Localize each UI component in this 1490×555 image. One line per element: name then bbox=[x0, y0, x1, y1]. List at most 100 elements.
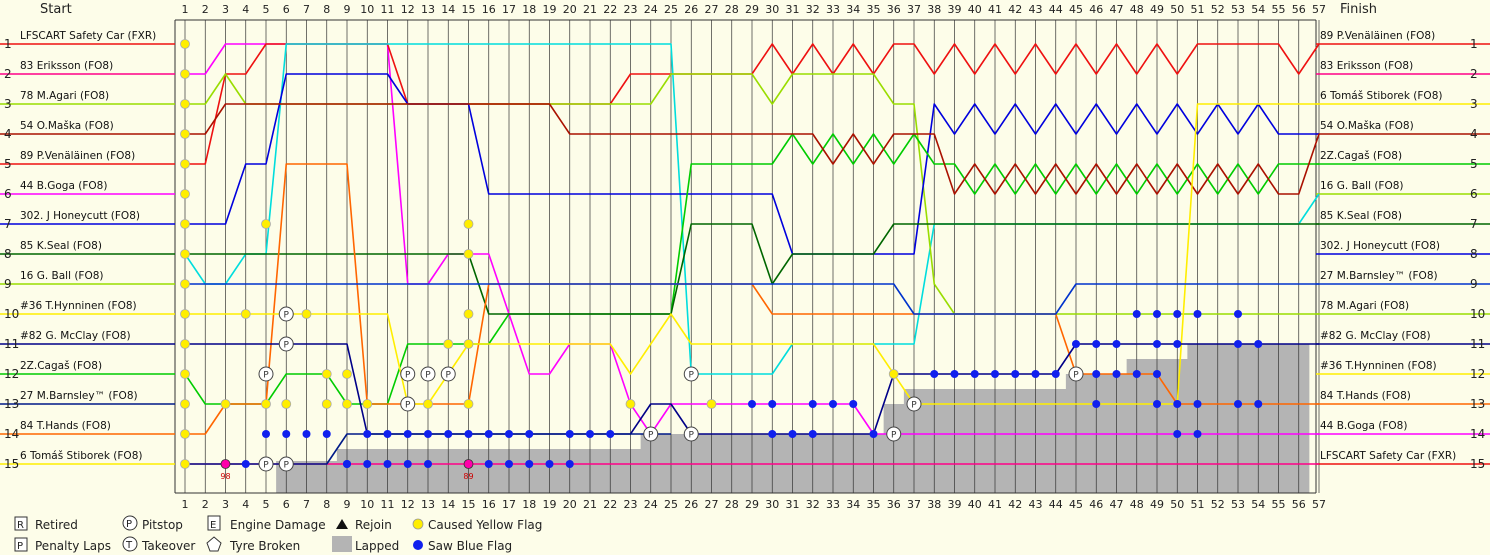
lap-label-bottom: 22 bbox=[603, 498, 617, 511]
position-number-left: 10 bbox=[4, 307, 19, 321]
lap-label-bottom: 47 bbox=[1110, 498, 1124, 511]
lap-label-top: 3 bbox=[222, 3, 229, 16]
yellow-flag-marker bbox=[180, 39, 190, 49]
blue-flag-marker bbox=[1031, 370, 1040, 378]
penalty-marker-label: 89 bbox=[463, 472, 473, 481]
blue-flag-marker bbox=[302, 430, 311, 438]
pitstop-icon bbox=[122, 515, 138, 531]
lap-label-top: 32 bbox=[806, 3, 820, 16]
pitstop-marker-label: P bbox=[911, 401, 917, 411]
lap-label-bottom: 50 bbox=[1170, 498, 1184, 511]
blue-flag-marker bbox=[1153, 400, 1161, 408]
blue-flag-marker bbox=[586, 430, 594, 438]
lap-label-top: 13 bbox=[421, 3, 435, 16]
lap-label-top: 37 bbox=[907, 3, 921, 16]
lap-label-top: 1 bbox=[182, 3, 189, 16]
start-driver-label: 89 P.Venäläinen (FO8) bbox=[20, 150, 135, 162]
lap-label-top: 6 bbox=[283, 3, 290, 16]
legend: R Retired P Penalty Laps P Pitstop T Tak… bbox=[14, 515, 542, 553]
labels-layer: 1122334455667788991010111112121313141415… bbox=[4, 3, 1485, 511]
lap-label-top: 22 bbox=[603, 3, 617, 16]
pitstop-marker bbox=[886, 426, 902, 442]
svg-text:P: P bbox=[17, 541, 23, 552]
lap-label-bottom: 35 bbox=[867, 498, 881, 511]
blue-flag-marker bbox=[525, 430, 534, 438]
lap-label-bottom: 20 bbox=[563, 498, 577, 511]
position-line bbox=[185, 283, 1319, 315]
lap-label-bottom: 48 bbox=[1130, 498, 1144, 511]
lap-label-top: 31 bbox=[786, 3, 800, 16]
pitstop-marker bbox=[278, 306, 294, 322]
position-number-right: 8 bbox=[1470, 247, 1478, 261]
start-driver-label: 302. J Honeycutt (FO8) bbox=[20, 210, 140, 222]
lap-label-top: 27 bbox=[705, 3, 719, 16]
position-number-left: 13 bbox=[4, 397, 19, 411]
yellow-flag-marker bbox=[180, 339, 190, 349]
start-driver-label: 54 O.Maška (FO8) bbox=[20, 120, 114, 132]
blue-flag-marker bbox=[1193, 310, 1202, 318]
lap-label-bottom: 54 bbox=[1251, 498, 1265, 511]
start-driver-label: 84 T.Hands (FO8) bbox=[20, 420, 111, 432]
yellow-flag-marker bbox=[180, 159, 190, 169]
blue-flag-marker bbox=[950, 370, 959, 378]
lap-label-bottom: 28 bbox=[725, 498, 739, 511]
legend-pitstop: Pitstop bbox=[142, 518, 183, 532]
yellow-flag-marker bbox=[240, 309, 251, 319]
pitstop-marker bbox=[278, 336, 294, 352]
lap-label-top: 41 bbox=[988, 3, 1002, 16]
blue-flag-marker bbox=[241, 460, 250, 468]
blue-flag-marker bbox=[383, 430, 392, 438]
lap-label-top: 40 bbox=[968, 3, 982, 16]
blue-flag-marker bbox=[282, 430, 291, 438]
yellow-flag-marker bbox=[463, 249, 474, 259]
lap-label-top: 9 bbox=[344, 3, 351, 16]
yellow-flag-marker bbox=[220, 399, 231, 409]
blue-flag-marker bbox=[322, 430, 331, 438]
blue-flag-marker bbox=[930, 370, 939, 378]
lap-label-bottom: 57 bbox=[1312, 498, 1326, 511]
legend-saw-blue: Saw Blue Flag bbox=[428, 539, 512, 553]
position-number-left: 15 bbox=[4, 457, 19, 471]
lap-label-top: 35 bbox=[867, 3, 881, 16]
lap-label-bottom: 11 bbox=[381, 498, 395, 511]
yellow-flag-marker bbox=[321, 399, 332, 409]
yellow-flag-icon bbox=[412, 518, 424, 530]
blue-flag-marker bbox=[505, 460, 513, 468]
lap-label-bottom: 7 bbox=[303, 498, 310, 511]
takeover-icon bbox=[122, 536, 138, 552]
legend-takeover: Takeover bbox=[141, 539, 195, 553]
finish-driver-label: 6 Tomáš Stiborek (FO8) bbox=[1320, 90, 1442, 102]
yellow-flag-marker bbox=[625, 399, 636, 409]
yellow-flag-marker bbox=[180, 459, 190, 469]
pitstop-marker bbox=[278, 456, 294, 472]
lap-label-bottom: 8 bbox=[323, 498, 330, 511]
finish-driver-label: 84 T.Hands (FO8) bbox=[1320, 390, 1411, 402]
blue-flag-marker bbox=[383, 460, 392, 468]
blue-flag-marker bbox=[403, 460, 412, 468]
blue-flag-marker bbox=[1092, 340, 1101, 348]
pitstop-marker-label: P bbox=[405, 371, 411, 381]
blue-flag-marker bbox=[1234, 340, 1242, 348]
yellow-flag-marker bbox=[342, 399, 352, 409]
lap-label-bottom: 3 bbox=[222, 498, 229, 511]
blue-flag-marker bbox=[991, 370, 999, 378]
finish-driver-label: 89 P.Venäläinen (FO8) bbox=[1320, 30, 1435, 42]
lap-label-bottom: 46 bbox=[1089, 498, 1103, 511]
pitstop-marker-label: P bbox=[425, 371, 431, 381]
lap-label-bottom: 39 bbox=[948, 498, 962, 511]
start-driver-label: #82 G. McClay (FO8) bbox=[20, 330, 131, 342]
lap-label-bottom: 25 bbox=[664, 498, 678, 511]
lap-label-bottom: 1 bbox=[182, 498, 189, 511]
position-number-left: 5 bbox=[4, 157, 12, 171]
position-lines-layer bbox=[0, 43, 1490, 465]
lap-label-top: 56 bbox=[1292, 3, 1306, 16]
blue-flag-marker bbox=[1153, 340, 1161, 348]
lap-label-top: 28 bbox=[725, 3, 739, 16]
finish-driver-label: 44 B.Goga (FO8) bbox=[1320, 420, 1407, 432]
yellow-flag-marker bbox=[888, 369, 899, 379]
blue-flag-marker bbox=[748, 400, 756, 408]
pitstop-marker-label: P bbox=[689, 431, 695, 441]
pitstop-marker-label: P bbox=[1073, 371, 1079, 381]
pitstop-marker bbox=[258, 366, 274, 382]
blue-flag-marker bbox=[1173, 340, 1182, 348]
